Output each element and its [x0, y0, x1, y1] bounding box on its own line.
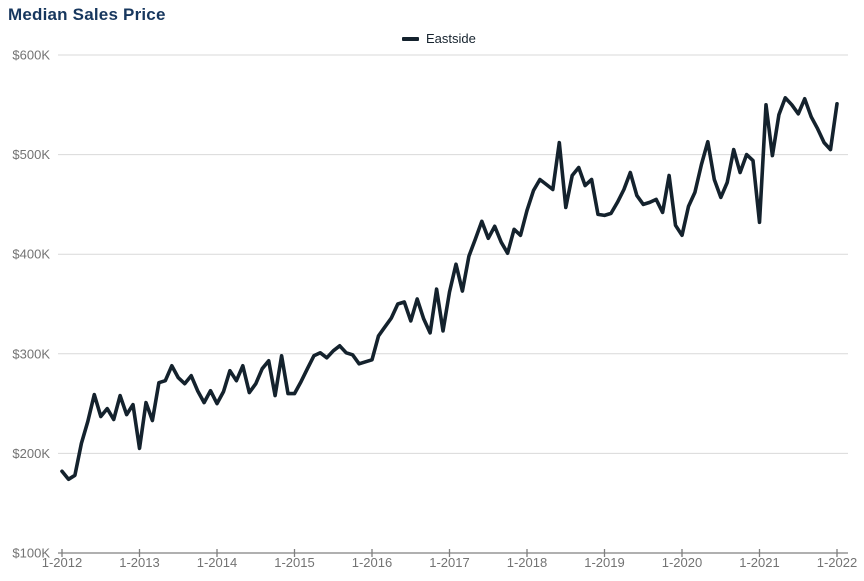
x-tick-label: 1-2012: [42, 555, 82, 570]
x-tick-label: 1-2020: [662, 555, 702, 570]
x-tick-label: 1-2016: [352, 555, 392, 570]
x-tick-label: 1-2013: [119, 555, 159, 570]
x-tick-label: 1-2022: [817, 555, 857, 570]
x-tick-label: 1-2017: [429, 555, 469, 570]
x-tick-label: 1-2021: [739, 555, 779, 570]
y-tick-label: $200K: [12, 446, 50, 461]
x-tick-label: 1-2014: [197, 555, 237, 570]
eastside-price-line: [60, 96, 839, 482]
y-tick-label: $100K: [12, 546, 50, 561]
page-title: Median Sales Price: [8, 5, 166, 24]
y-tick-label: $500K: [12, 147, 50, 162]
y-tick-label: $600K: [12, 48, 50, 63]
legend-series-label: Eastside: [426, 31, 476, 46]
y-tick-label: $400K: [12, 247, 50, 262]
x-tick-label: 1-2015: [274, 555, 314, 570]
legend-line-swatch-icon: [402, 36, 419, 41]
x-tick-label: 1-2019: [584, 555, 624, 570]
x-tick-label: 1-2018: [507, 555, 547, 570]
chart-legend: Eastside: [402, 31, 476, 46]
y-tick-label: $300K: [12, 346, 50, 361]
